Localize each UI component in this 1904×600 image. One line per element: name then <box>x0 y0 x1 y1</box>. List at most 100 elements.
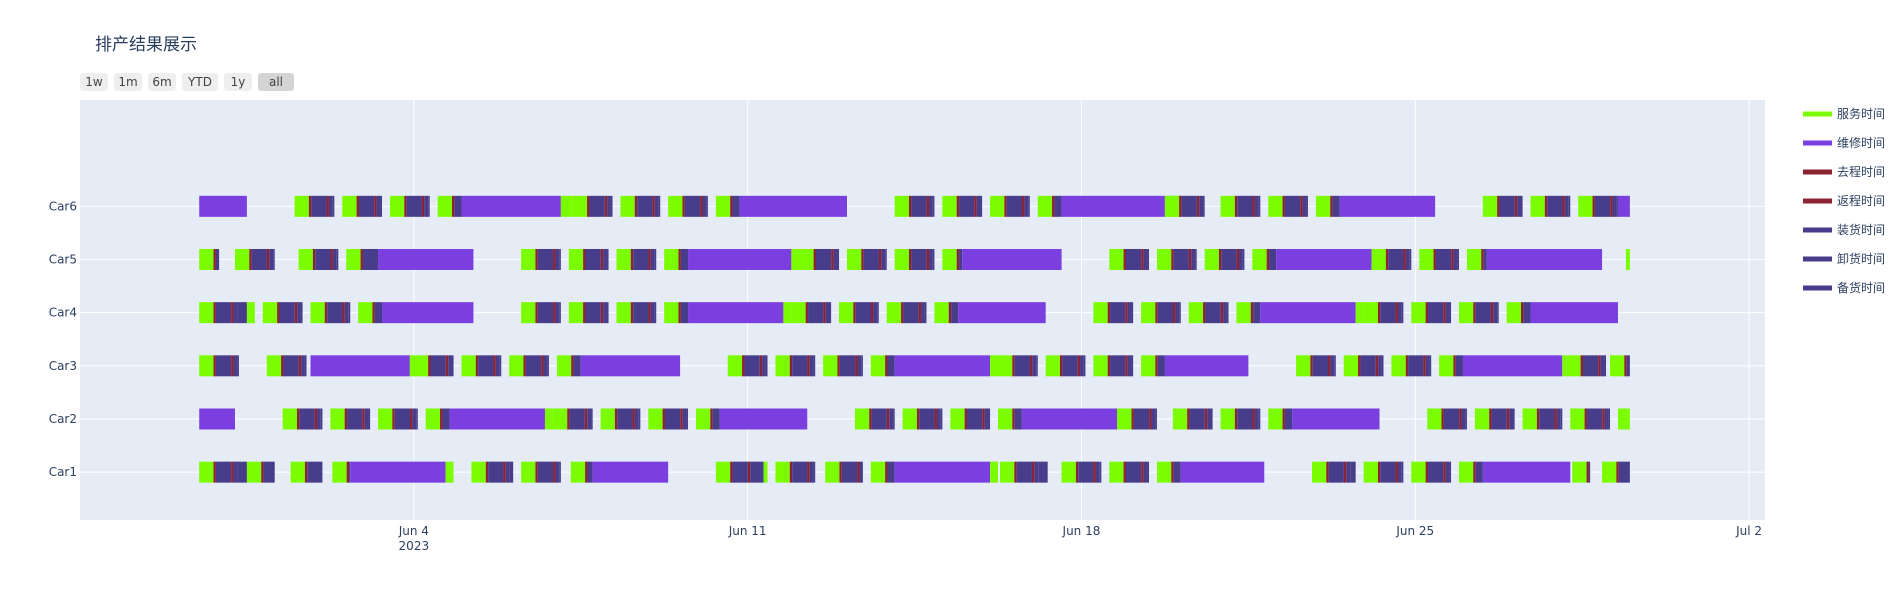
standby-segment <box>509 461 514 483</box>
standby-segment <box>1568 195 1571 217</box>
return-segment <box>807 461 810 483</box>
legend-item-service[interactable]: 服务时间 <box>1803 106 1885 121</box>
standby-segment <box>871 408 887 430</box>
range-button-ytd[interactable]: YTD <box>182 73 218 91</box>
outbound-segment <box>1075 461 1079 483</box>
standby-segment <box>559 302 561 324</box>
y-tick-label: Car6 <box>49 199 77 213</box>
loading-segment <box>1425 355 1430 377</box>
outbound-segment <box>908 195 912 217</box>
loading-segment <box>1199 195 1204 217</box>
standby-segment <box>488 461 504 483</box>
standby-segment <box>1173 248 1189 270</box>
standby-segment <box>362 248 379 270</box>
outbound-segment <box>1489 408 1492 430</box>
return-segment <box>974 195 977 217</box>
outbound-segment <box>428 355 431 377</box>
outbound-segment <box>964 408 968 430</box>
service-segment <box>1315 195 1331 217</box>
return-segment <box>1598 355 1601 377</box>
outbound-segment <box>440 408 443 430</box>
service-segment <box>1459 461 1474 483</box>
range-button-6m[interactable]: 6m <box>148 73 176 91</box>
standby-segment <box>959 195 975 217</box>
standby-segment <box>1157 355 1165 377</box>
outbound-segment <box>587 195 590 217</box>
loading-segment <box>702 195 707 217</box>
service-segment <box>1530 195 1545 217</box>
standby-segment <box>442 408 450 430</box>
x-tick-label: Jun 18 <box>1062 524 1101 538</box>
service-segment <box>1268 195 1283 217</box>
loading-segment <box>976 195 981 217</box>
range-button-label: 1y <box>231 75 246 89</box>
loading-segment <box>233 355 238 377</box>
standby-segment <box>1226 302 1229 324</box>
return-segment <box>421 195 425 217</box>
loading-segment <box>587 408 592 430</box>
range-button-1m[interactable]: 1m <box>114 73 142 91</box>
standby-segment <box>885 248 887 270</box>
service-segment <box>791 302 806 324</box>
range-button-1y[interactable]: 1y <box>224 73 252 91</box>
loading-segment <box>1254 195 1259 217</box>
outbound-segment <box>662 408 665 430</box>
loading-segment <box>859 461 863 483</box>
standby-segment <box>1483 248 1487 270</box>
legend-label: 返程时间 <box>1837 193 1885 208</box>
range-button-bg <box>80 73 108 91</box>
outbound-segment <box>1473 302 1476 324</box>
service-segment <box>437 195 452 217</box>
standby-segment <box>591 408 593 430</box>
legend-label: 维修时间 <box>1837 135 1885 150</box>
service-segment <box>1482 195 1498 217</box>
outbound-segment <box>956 195 960 217</box>
loading-segment <box>1509 408 1514 430</box>
legend-item-unloading[interactable]: 卸货时间 <box>1803 251 1885 266</box>
range-button-1w[interactable]: 1w <box>80 73 108 91</box>
outbound-segment <box>730 195 733 217</box>
legend-item-return[interactable]: 返程时间 <box>1803 193 1885 208</box>
legend-item-loading[interactable]: 装货时间 <box>1803 222 1885 237</box>
standby-segment <box>658 195 661 217</box>
loading-segment <box>495 355 500 377</box>
loading-segment <box>233 461 238 483</box>
loading-segment <box>1612 195 1617 217</box>
outbound-segment <box>682 195 685 217</box>
standby-segment <box>1401 302 1404 324</box>
service-segment <box>1164 195 1180 217</box>
legend-item-outbound[interactable]: 去程时间 <box>1803 164 1885 179</box>
outbound-segment <box>535 461 538 483</box>
service-segment <box>1093 302 1108 324</box>
range-button-all[interactable]: all <box>258 73 294 91</box>
standby-segment <box>1205 302 1221 324</box>
standby-segment <box>237 461 247 483</box>
loading-segment <box>682 408 687 430</box>
outbound-segment <box>304 461 308 483</box>
repair-segment <box>461 195 561 217</box>
standby-segment <box>1539 408 1555 430</box>
standby-segment <box>816 248 832 270</box>
standby-segment <box>358 195 375 217</box>
legend-item-repair[interactable]: 维修时间 <box>1803 135 1885 150</box>
standby-segment <box>537 461 554 483</box>
loading-segment <box>1493 302 1498 324</box>
standby-segment <box>837 248 840 270</box>
standby-segment <box>988 408 991 430</box>
standby-segment <box>911 195 927 217</box>
standby-segment <box>1083 355 1086 377</box>
outbound-segment <box>1131 408 1134 430</box>
return-segment <box>1204 408 1208 430</box>
legend-item-standby[interactable]: 备货时间 <box>1803 280 1885 295</box>
loading-segment <box>1330 355 1335 377</box>
loading-segment <box>1024 195 1029 217</box>
outbound-segment <box>1473 461 1476 483</box>
standby-segment <box>1054 195 1062 217</box>
return-segment <box>326 195 329 217</box>
standby-segment <box>959 248 963 270</box>
standby-segment <box>808 302 824 324</box>
standby-segment <box>1110 355 1126 377</box>
service-segment <box>521 302 536 324</box>
standby-segment <box>585 248 601 270</box>
standby-segment <box>924 302 927 324</box>
